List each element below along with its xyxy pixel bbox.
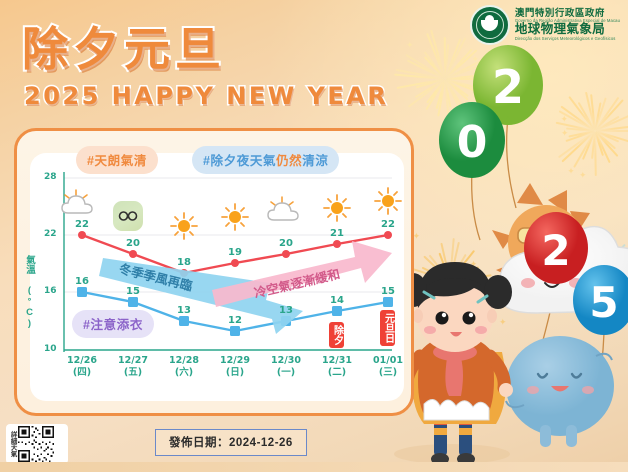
x-weekday-0: (四)	[55, 367, 109, 379]
value-high-4: 20	[273, 238, 299, 249]
qr-code-icon[interactable]	[18, 426, 54, 462]
y-tick-28: 28	[44, 172, 57, 182]
value-low-3: 12	[222, 315, 248, 326]
temperature-chart	[0, 0, 628, 472]
y-axis-label: 氣溫 (°C)	[20, 255, 36, 329]
x-label-2: 12/28 (六)	[157, 355, 211, 379]
x-label-5: 12/31 (二)	[310, 355, 364, 379]
publish-date: 發佈日期：2024-12-26	[155, 429, 307, 456]
x-date-3: 12/29	[208, 355, 262, 367]
weather-icon-sunny	[222, 204, 248, 230]
tag-eve-cool-prefix: #除夕夜天氣	[203, 154, 276, 168]
tag-add-clothes: #注意添衣	[72, 310, 154, 338]
value-low-1: 15	[120, 286, 146, 297]
value-low-5: 14	[324, 295, 350, 306]
x-label-6: 01/01 (三)	[361, 355, 415, 379]
tag-eve-cool-suffix: 清涼	[302, 154, 328, 168]
x-label-3: 12/29 (日)	[208, 355, 262, 379]
x-weekday-5: (二)	[310, 367, 364, 379]
y-tick-22: 22	[44, 229, 57, 239]
x-label-1: 12/27 (五)	[106, 355, 160, 379]
x-label-0: 12/26 (四)	[55, 355, 109, 379]
x-date-6: 01/01	[361, 355, 415, 367]
value-high-6: 22	[375, 219, 401, 230]
tag-eve-cool: #除夕夜天氣仍然清涼	[192, 146, 339, 174]
tag-clear-sky: #天朗氣清	[76, 146, 158, 174]
x-weekday-4: (一)	[259, 367, 313, 379]
weather-icon-sunny	[171, 213, 197, 239]
qr-caption: 詳細天氣	[9, 431, 16, 457]
x-date-5: 12/31	[310, 355, 364, 367]
value-high-1: 20	[120, 238, 146, 249]
poster-canvas: ✦✦✦✦✦✦ ✦✦✦✦✦✦ ✦✦✦✦✦✦ ✦✦✦✦✦✦ 除夕元旦 2025 HA…	[0, 0, 628, 472]
x-weekday-2: (六)	[157, 367, 211, 379]
qr-code-block[interactable]: 詳細天氣	[6, 424, 68, 464]
y-tick-16: 16	[44, 286, 57, 296]
weather-icon-sunny	[375, 188, 401, 214]
badge-new-year-day: 元旦日	[380, 310, 395, 346]
value-high-5: 21	[324, 228, 350, 239]
bottom-strip	[0, 462, 628, 472]
value-high-3: 19	[222, 247, 248, 258]
x-label-4: 12/30 (一)	[259, 355, 313, 379]
weather-icon-partly-sunny	[268, 197, 298, 220]
x-date-1: 12/27	[106, 355, 160, 367]
x-date-0: 12/26	[55, 355, 109, 367]
x-weekday-1: (五)	[106, 367, 160, 379]
value-low-2: 13	[171, 305, 197, 316]
badge-new-year-eve: 除夕	[329, 322, 344, 348]
value-high-0: 22	[69, 219, 95, 230]
glasses-badge-icon	[113, 201, 143, 231]
y-tick-10: 10	[44, 344, 57, 354]
x-date-2: 12/28	[157, 355, 211, 367]
x-date-4: 12/30	[259, 355, 313, 367]
tag-eve-cool-highlight: 仍然	[276, 154, 302, 168]
value-low-0: 16	[69, 276, 95, 287]
value-high-2: 18	[171, 257, 197, 268]
weather-icon-partly-sunny	[62, 190, 92, 213]
value-low-6: 15	[375, 286, 401, 297]
value-low-4: 13	[273, 305, 299, 316]
weather-icon-sunny	[324, 195, 350, 221]
x-weekday-3: (日)	[208, 367, 262, 379]
x-weekday-6: (三)	[361, 367, 415, 379]
